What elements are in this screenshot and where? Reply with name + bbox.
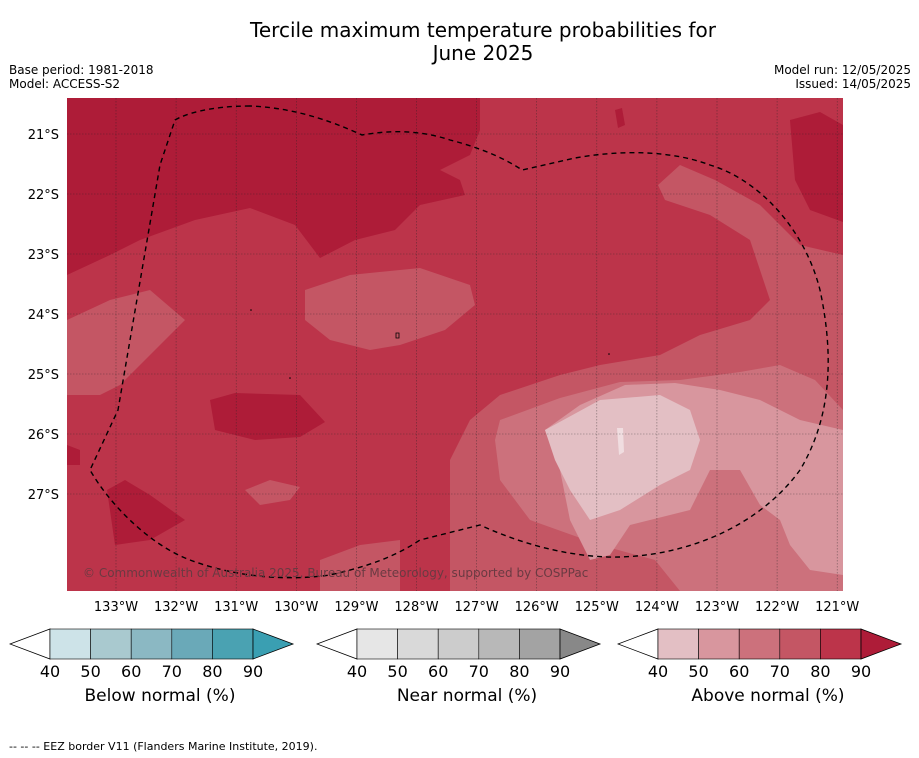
colorbar-tick-label: 60 bbox=[428, 662, 448, 681]
latitude-label: 22°S bbox=[28, 188, 59, 203]
latitude-label: 23°S bbox=[28, 248, 59, 263]
colorbar-tick-label: 70 bbox=[162, 662, 182, 681]
eez-footnote: -- -- -- EEZ border V11 (Flanders Marine… bbox=[9, 740, 318, 753]
latitude-label: 25°S bbox=[28, 368, 59, 383]
colorbar-segment bbox=[90, 628, 132, 660]
light-spot bbox=[617, 428, 624, 455]
longitude-label: 132°W bbox=[154, 600, 198, 615]
longitude-label: 126°W bbox=[515, 600, 559, 615]
title-line-2: June 2025 bbox=[432, 41, 534, 65]
colorbar-tick-label: 70 bbox=[770, 662, 790, 681]
longitude-label: 127°W bbox=[455, 600, 499, 615]
longitude-label: 131°W bbox=[214, 600, 258, 615]
colorbar-tick-label: 40 bbox=[648, 662, 668, 681]
base-period: Base period: 1981-2018 bbox=[9, 63, 154, 77]
metadata-left: Base period: 1981-2018 Model: ACCESS-S2 bbox=[9, 63, 154, 91]
colorbar-segment bbox=[698, 628, 740, 660]
colorbar-title: Below normal (%) bbox=[84, 686, 236, 706]
longitude-label: 128°W bbox=[394, 600, 438, 615]
colorbar-segment bbox=[820, 628, 862, 660]
colorbar-tick-label: 50 bbox=[387, 662, 407, 681]
colorbar-extend-low bbox=[9, 628, 51, 660]
island-speck bbox=[608, 353, 610, 355]
copyright-credit: © Commonwealth of Australia 2025, Bureau… bbox=[83, 566, 588, 580]
colorbar-tick-label: 90 bbox=[243, 662, 263, 681]
colorbar-segment bbox=[130, 628, 173, 660]
latitude-label: 27°S bbox=[28, 488, 59, 503]
colorbar-extend-high bbox=[559, 628, 602, 660]
colorbar-tick-label: 50 bbox=[80, 662, 100, 681]
model-name: Model: ACCESS-S2 bbox=[9, 77, 121, 91]
map-fill-layers bbox=[67, 98, 843, 591]
colorbar-tick-label: 80 bbox=[509, 662, 529, 681]
band-90-southwest bbox=[107, 480, 185, 545]
latitude-label: 24°S bbox=[28, 308, 59, 323]
colorbar-tick-label: 40 bbox=[347, 662, 367, 681]
metadata-right: Model run: 12/05/2025 Issued: 14/05/2025 bbox=[774, 63, 911, 91]
colorbar-segment bbox=[478, 628, 520, 660]
longitude-label: 133°W bbox=[94, 600, 138, 615]
longitude-label: 125°W bbox=[575, 600, 619, 615]
colorbar-tick-label: 40 bbox=[40, 662, 60, 681]
colorbar-title: Above normal (%) bbox=[691, 686, 845, 706]
colorbar-segment bbox=[657, 628, 699, 660]
band-90-west-edge bbox=[67, 445, 80, 465]
colorbar: 40 50 60 70 80 90 bbox=[9, 628, 295, 681]
colorbar-segment bbox=[212, 628, 254, 660]
band-70-central bbox=[305, 268, 475, 350]
band-90-north-spot bbox=[615, 108, 625, 128]
colorbar: 40 50 60 70 80 90 bbox=[617, 628, 903, 681]
band-70-south bbox=[320, 540, 400, 591]
gridlines bbox=[67, 98, 843, 591]
band-90-northwest bbox=[67, 98, 480, 275]
colorbar-segment bbox=[171, 628, 213, 660]
longitude-label: 130°W bbox=[274, 600, 318, 615]
band-90-northeast bbox=[790, 112, 843, 222]
longitude-labels: 133°W 132°W 131°W 130°W 129°W 128°W 127°W 126°W… bbox=[94, 600, 860, 615]
eez-border bbox=[89, 105, 829, 579]
colorbar-extend-low bbox=[617, 628, 659, 660]
island-speck bbox=[250, 309, 252, 311]
colorbar-tick-label: 80 bbox=[810, 662, 830, 681]
colorbar-tick-label: 60 bbox=[121, 662, 141, 681]
colorbar-segment bbox=[519, 628, 561, 660]
latitude-labels: 21°S 22°S 23°S 24°S 25°S 26°S 27°S bbox=[28, 128, 59, 503]
issued-date: Issued: 14/05/2025 bbox=[795, 77, 911, 91]
longitude-label: 123°W bbox=[695, 600, 739, 615]
colorbar-tick-label: 60 bbox=[729, 662, 749, 681]
island-speck bbox=[395, 332, 400, 339]
latitude-label: 21°S bbox=[28, 128, 59, 143]
map-title: Tercile maximum temperature probabilitie… bbox=[0, 19, 919, 65]
longitude-label: 122°W bbox=[755, 600, 799, 615]
colorbar-segment bbox=[49, 628, 91, 660]
colorbar-segment bbox=[437, 628, 480, 660]
colorbar-segment bbox=[356, 628, 398, 660]
model-run: Model run: 12/05/2025 bbox=[773, 63, 911, 77]
band-70-west bbox=[67, 290, 185, 395]
longitude-label: 129°W bbox=[334, 600, 378, 615]
probability-map: © Commonwealth of Australia 2025, Bureau… bbox=[28, 98, 860, 615]
colorbar-segment bbox=[397, 628, 439, 660]
colorbar: 40 50 60 70 80 90 bbox=[316, 628, 602, 681]
latitude-label: 26°S bbox=[28, 428, 59, 443]
band-40-southeast bbox=[545, 395, 700, 520]
colorbar-tick-label: 50 bbox=[688, 662, 708, 681]
colorbar-tick-label: 90 bbox=[851, 662, 871, 681]
colorbar-segment bbox=[779, 628, 821, 660]
longitude-label: 124°W bbox=[635, 600, 679, 615]
colorbar-tick-label: 90 bbox=[550, 662, 570, 681]
colorbar-extend-high bbox=[860, 628, 903, 660]
colorbar-tick-label: 70 bbox=[469, 662, 489, 681]
island-speck bbox=[289, 377, 291, 379]
colorbar-tick-label: 80 bbox=[202, 662, 222, 681]
colorbar-extend-high bbox=[252, 628, 295, 660]
title-line-1: Tercile maximum temperature probabilitie… bbox=[250, 18, 716, 42]
colorbar-extend-low bbox=[316, 628, 358, 660]
longitude-label: 121°W bbox=[815, 600, 859, 615]
band-70-south-spot bbox=[245, 480, 300, 505]
colorbar-segment bbox=[738, 628, 781, 660]
colorbar-title: Near normal (%) bbox=[396, 686, 538, 706]
